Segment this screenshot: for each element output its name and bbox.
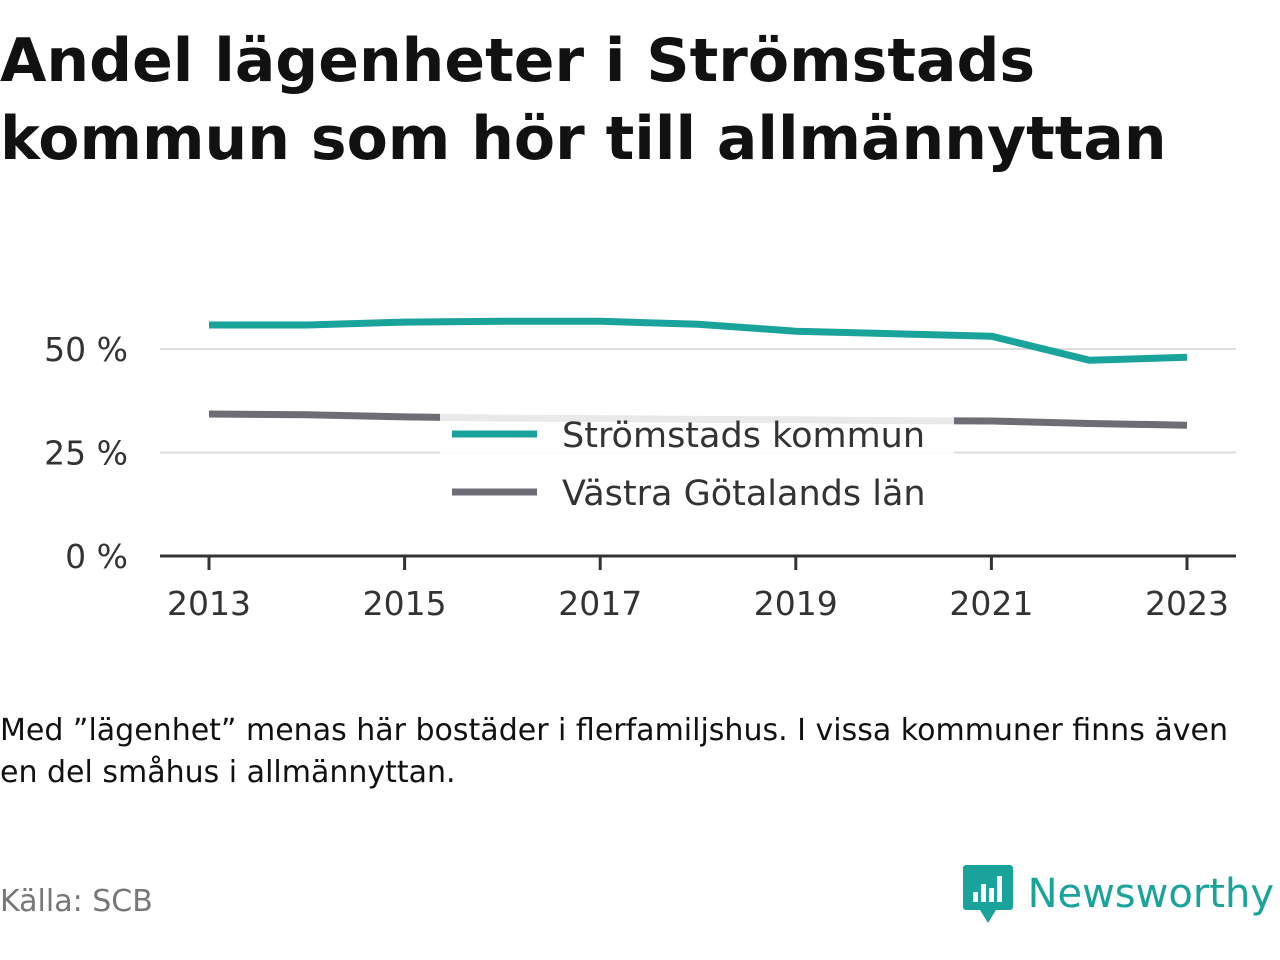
x-tick-label: 2013 <box>167 584 251 623</box>
brand-name: Newsworthy <box>1027 871 1274 917</box>
legend-label-vastra-gotaland: Västra Götalands län <box>562 474 926 514</box>
source-label: Källa: SCB <box>0 884 153 919</box>
newsworthy-logo-icon <box>962 865 1013 923</box>
brand-logo: Newsworthy <box>962 862 1274 926</box>
x-axis-ticks <box>207 556 1189 570</box>
y-tick-label: 50 % <box>44 330 128 369</box>
y-tick-label: 0 % <box>65 537 128 576</box>
x-tick-label: 2023 <box>1145 584 1229 623</box>
line-chart: 0 % 25 % 50 % 2013 2015 2017 2019 2021 2023 Str… <box>44 317 1236 623</box>
legend-label-stromstad: Strömstads kommun <box>562 416 925 456</box>
chart-note: Med ”lägenhet” menas här bostäder i fler… <box>0 713 1228 790</box>
x-tick-label: 2019 <box>754 584 838 623</box>
series-line-stromstad <box>209 317 1188 364</box>
x-axis-labels: 2013 2015 2017 2019 2021 2023 <box>167 584 1229 623</box>
legend: Strömstads kommun Västra Götalands län <box>440 412 954 520</box>
chart-title: Andel lägenheter i Strömstads kommun som… <box>0 26 1167 174</box>
y-axis-labels: 0 % 25 % 50 % <box>44 330 128 576</box>
legend-background <box>440 412 954 520</box>
series-lines <box>208 317 1188 429</box>
x-tick-label: 2017 <box>558 584 642 623</box>
x-tick-label: 2015 <box>363 584 447 623</box>
x-tick-label: 2021 <box>949 584 1033 623</box>
y-tick-label: 25 % <box>44 434 128 473</box>
